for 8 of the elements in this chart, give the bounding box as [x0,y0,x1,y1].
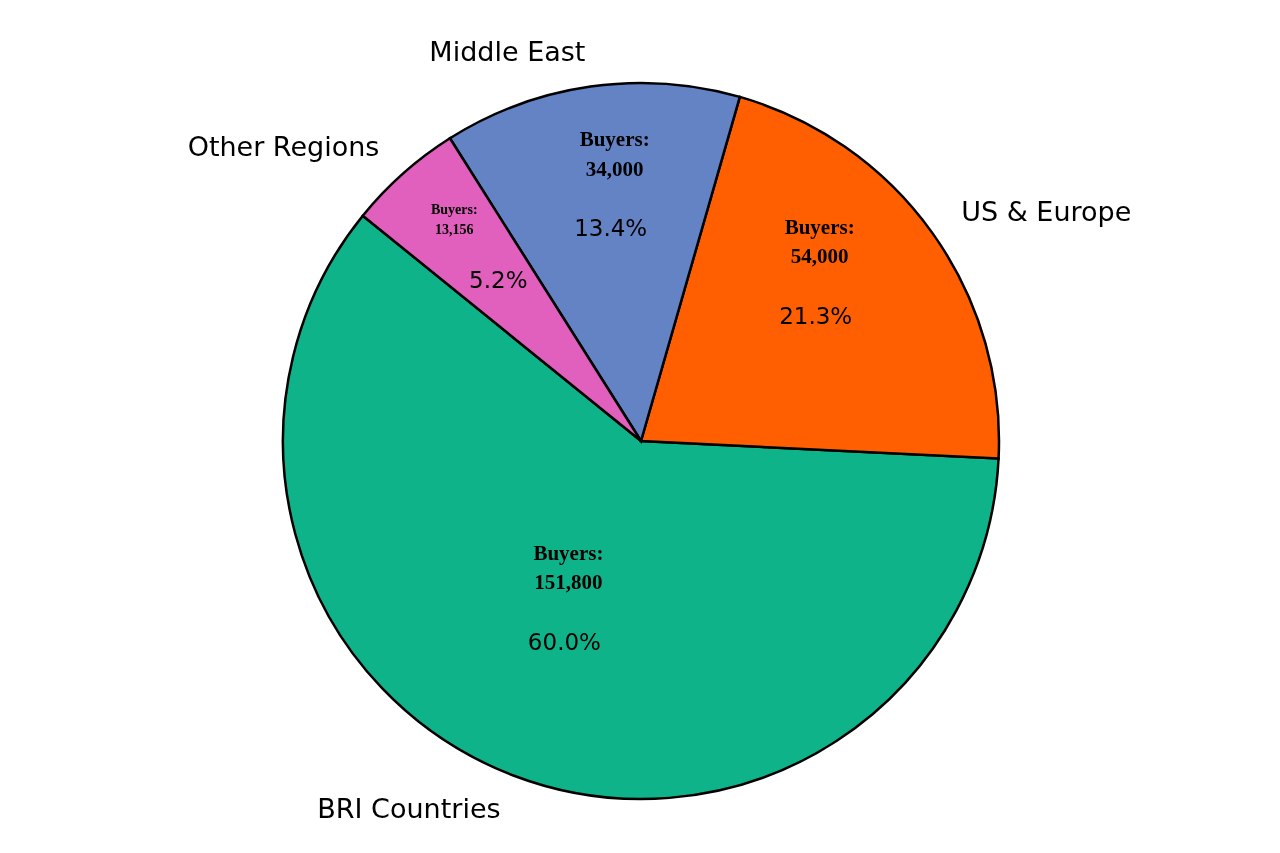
text: Buyers: 34,000 13.4% [574,127,650,242]
slice-label: Middle East [429,35,586,67]
text: Buyers: 13,156 5.2% [430,202,528,294]
text: Buyers: 54,000 21.3% [779,214,855,329]
slice-label: Other Regions [187,131,380,163]
text: Buyers: 151,800 60.0% [527,540,604,655]
slice-label: BRI Countries [317,793,501,825]
slice-label: US & Europe [961,196,1132,228]
